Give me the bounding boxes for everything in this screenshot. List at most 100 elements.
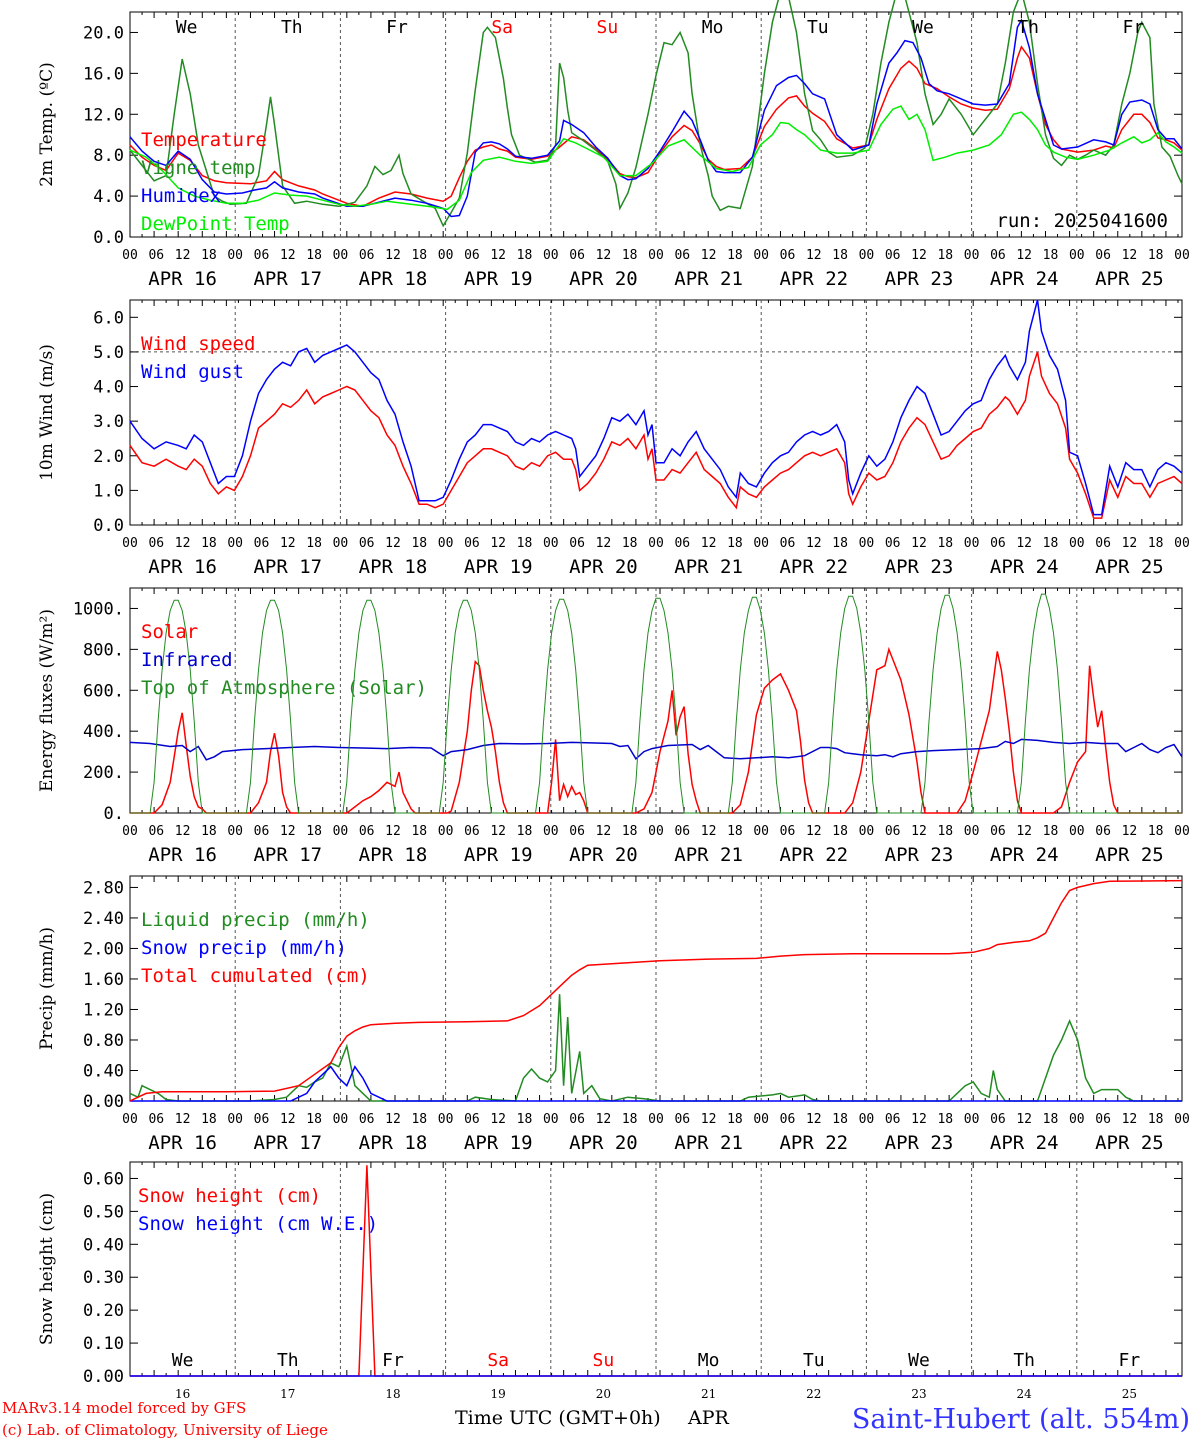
date-label: APR 17 xyxy=(253,844,322,866)
day-number-label: 21 xyxy=(701,1387,716,1401)
hour-tick-label: 06 xyxy=(254,824,270,839)
y-tick-label: 400. xyxy=(83,722,124,742)
date-label: APR 16 xyxy=(148,556,217,578)
day-number-label: 16 xyxy=(175,1387,190,1401)
hour-tick-label: 18 xyxy=(1148,824,1164,839)
y-tick-label: 0.00 xyxy=(83,1367,124,1387)
date-label: APR 16 xyxy=(148,1132,217,1154)
hour-tick-label: 00 xyxy=(543,1112,559,1127)
legend-entry: Snow height (cm) xyxy=(138,1185,321,1207)
date-label: APR 22 xyxy=(779,1132,848,1154)
hour-tick-label: 12 xyxy=(596,1112,612,1127)
hour-tick-label: 00 xyxy=(438,536,454,551)
legend-entry: Temperature xyxy=(141,129,267,151)
hour-tick-label: 18 xyxy=(727,248,743,263)
hour-tick-label: 12 xyxy=(385,248,401,263)
legend-entry: Total cumulated (cm) xyxy=(141,965,370,987)
hour-tick-label: 06 xyxy=(148,536,164,551)
series-line-temperature-3 xyxy=(129,105,1183,211)
hour-tick-label: 12 xyxy=(280,248,296,263)
hour-tick-label: 12 xyxy=(490,248,506,263)
series-line-wind-1 xyxy=(129,299,1183,516)
hour-tick-label: 12 xyxy=(806,248,822,263)
hour-tick-label: 18 xyxy=(306,536,322,551)
y-tick-label: 0.10 xyxy=(83,1334,124,1354)
hour-tick-label: 06 xyxy=(359,248,375,263)
hour-tick-label: 18 xyxy=(517,536,533,551)
hour-tick-label: 00 xyxy=(122,824,138,839)
date-label: APR 16 xyxy=(148,268,217,290)
hour-tick-label: 00 xyxy=(1174,1112,1190,1127)
hour-tick-label: 12 xyxy=(701,536,717,551)
hour-tick-label: 00 xyxy=(648,248,664,263)
y-tick-label: 0.0 xyxy=(93,228,124,248)
hour-tick-label: 12 xyxy=(280,536,296,551)
y-axis-label: 2m Temp. (ºC) xyxy=(37,62,57,187)
date-label: APR 19 xyxy=(464,556,533,578)
hour-tick-label: 00 xyxy=(753,536,769,551)
hour-tick-label: 06 xyxy=(990,824,1006,839)
hour-tick-label: 18 xyxy=(201,248,217,263)
hour-tick-label: 18 xyxy=(517,1112,533,1127)
y-tick-label: 0.30 xyxy=(83,1268,124,1288)
hour-tick-label: 00 xyxy=(1069,248,1085,263)
hour-tick-label: 00 xyxy=(227,248,243,263)
hour-tick-label: 12 xyxy=(911,1112,927,1127)
hour-tick-label: 12 xyxy=(806,824,822,839)
hour-tick-label: 00 xyxy=(859,824,875,839)
hour-tick-label: 06 xyxy=(569,536,585,551)
hour-tick-label: 12 xyxy=(175,536,191,551)
legend-entry: Vigne temp xyxy=(141,157,255,179)
weekday-label: Th xyxy=(1017,17,1039,38)
date-label: APR 23 xyxy=(885,844,954,866)
hour-tick-label: 18 xyxy=(1043,248,1059,263)
hour-tick-label: 18 xyxy=(622,824,638,839)
series-line-energy-1 xyxy=(129,738,1183,761)
y-tick-label: 4.0 xyxy=(93,187,124,207)
series-line-precip-2 xyxy=(129,879,1183,1102)
y-tick-label: 0.60 xyxy=(83,1169,124,1189)
hour-tick-label: 12 xyxy=(911,248,927,263)
y-tick-label: 1.60 xyxy=(83,970,124,990)
date-label: APR 23 xyxy=(885,1132,954,1154)
hour-tick-label: 12 xyxy=(1122,1112,1138,1127)
hour-tick-label: 00 xyxy=(964,1112,980,1127)
y-tick-label: 20.0 xyxy=(83,23,124,43)
y-tick-label: 1000. xyxy=(73,599,124,619)
hour-tick-label: 06 xyxy=(1095,248,1111,263)
hour-tick-label: 18 xyxy=(1148,248,1164,263)
hour-tick-label: 18 xyxy=(937,824,953,839)
weekday-label: Tu xyxy=(807,17,829,38)
date-label: APR 16 xyxy=(148,844,217,866)
hour-tick-label: 12 xyxy=(490,824,506,839)
y-tick-label: 5.0 xyxy=(93,343,124,363)
hour-tick-label: 00 xyxy=(648,1112,664,1127)
hour-tick-label: 06 xyxy=(359,536,375,551)
hour-tick-label: 06 xyxy=(569,824,585,839)
date-label: APR 19 xyxy=(464,1132,533,1154)
date-label: APR 19 xyxy=(464,844,533,866)
date-label: APR 17 xyxy=(253,268,322,290)
hour-tick-label: 00 xyxy=(438,1112,454,1127)
hour-tick-label: 06 xyxy=(254,1112,270,1127)
day-number-label: 18 xyxy=(385,1387,400,1401)
day-number-label: 23 xyxy=(911,1387,926,1401)
y-tick-label: 0.0 xyxy=(93,516,124,536)
hour-tick-label: 12 xyxy=(490,1112,506,1127)
panel-frame-wind xyxy=(129,299,1183,526)
hour-tick-label: 12 xyxy=(280,824,296,839)
hour-tick-label: 12 xyxy=(596,824,612,839)
hour-tick-label: 00 xyxy=(122,1112,138,1127)
weekday-label: Tu xyxy=(803,1350,825,1371)
hour-tick-label: 00 xyxy=(122,248,138,263)
hour-tick-label: 06 xyxy=(990,248,1006,263)
date-label: APR 21 xyxy=(674,268,743,290)
hour-tick-label: 06 xyxy=(464,1112,480,1127)
date-label: APR 23 xyxy=(885,268,954,290)
legend-entry: Wind speed xyxy=(141,333,255,355)
hour-tick-label: 12 xyxy=(701,824,717,839)
hour-tick-label: 18 xyxy=(1043,536,1059,551)
hour-tick-label: 12 xyxy=(596,248,612,263)
hour-tick-label: 06 xyxy=(359,1112,375,1127)
